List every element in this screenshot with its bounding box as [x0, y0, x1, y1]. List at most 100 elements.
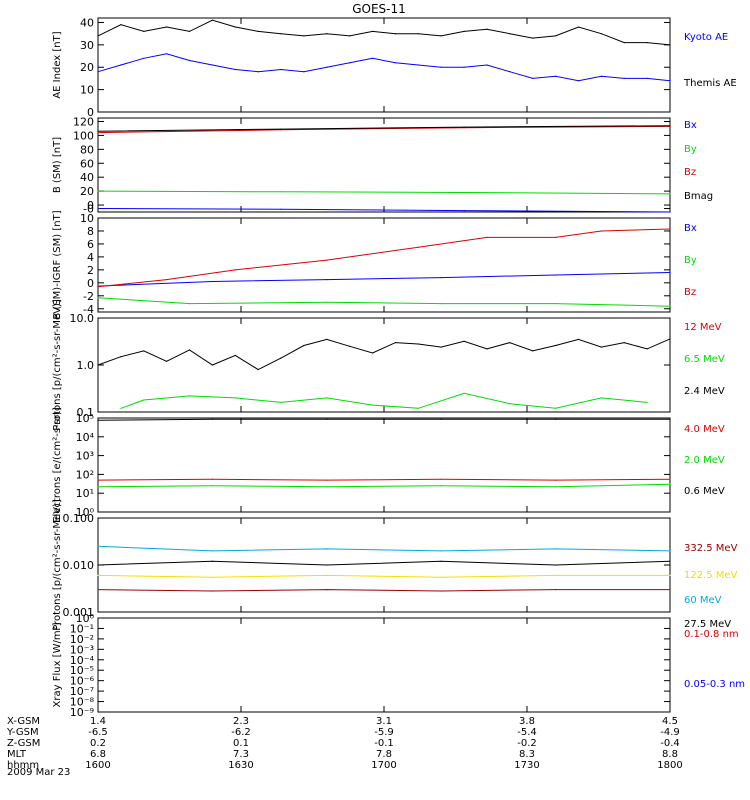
ephem-value: -0.4	[660, 738, 680, 749]
data-point	[280, 401, 282, 403]
ytick-label: 10²	[76, 468, 94, 481]
series-line	[97, 228, 671, 288]
data-point	[188, 395, 191, 397]
data-point	[555, 479, 557, 481]
data-point	[417, 64, 419, 66]
data-point	[326, 33, 328, 35]
data-point	[577, 26, 580, 28]
data-point	[280, 191, 282, 193]
data-point	[326, 564, 328, 566]
data-point	[440, 303, 442, 305]
data-point	[555, 274, 557, 276]
data-point	[394, 33, 396, 35]
ytick-label: 10³	[76, 450, 94, 463]
legend-label: 6.5 MeV	[684, 354, 725, 365]
ephem-value: 3.1	[376, 716, 392, 727]
legend-label: Bmag	[684, 191, 713, 202]
data-point	[166, 53, 168, 55]
data-point	[555, 564, 557, 566]
data-point	[555, 574, 557, 577]
series-line	[97, 589, 670, 592]
data-point	[669, 271, 671, 274]
data-point	[349, 345, 351, 347]
ytick-label: 10	[80, 212, 94, 225]
legend-label: 12 MeV	[684, 322, 722, 333]
panel-frame	[97, 317, 671, 413]
series-line	[97, 574, 670, 578]
ytick-label: 10⁵	[76, 412, 94, 425]
data-point	[600, 230, 603, 232]
data-point	[417, 33, 419, 35]
ephem-value: 6.8	[90, 749, 106, 760]
legend-label: 122.5 MeV	[684, 570, 738, 581]
ytick-label: 6	[87, 238, 94, 251]
legend-label: 2.4 MeV	[684, 386, 725, 397]
data-point	[97, 286, 99, 288]
data-point	[669, 418, 671, 420]
data-point	[669, 193, 671, 195]
data-point	[486, 236, 488, 238]
series-line	[97, 560, 671, 566]
data-point	[669, 44, 671, 46]
data-point	[326, 479, 328, 481]
ytick-label: 10.0	[70, 312, 95, 325]
data-point	[211, 485, 213, 487]
data-point	[440, 35, 442, 37]
data-point	[463, 191, 465, 194]
series-line	[97, 53, 671, 82]
series-line	[97, 418, 670, 421]
data-point	[234, 68, 236, 71]
data-point	[555, 589, 557, 591]
data-point	[532, 37, 534, 39]
data-point	[440, 576, 442, 578]
ephem-value: -6.2	[231, 727, 251, 738]
ytick-label: -2	[83, 290, 94, 303]
ytick-label: 10⁻⁵	[70, 664, 94, 677]
data-point	[440, 560, 442, 562]
data-point	[280, 128, 282, 130]
data-point	[143, 399, 145, 401]
data-point	[211, 590, 213, 592]
data-point	[188, 303, 191, 305]
ytick-label: 30	[80, 39, 94, 52]
data-point	[188, 59, 191, 62]
ytick-label: 10⁻⁸	[70, 696, 95, 709]
data-point	[166, 279, 168, 281]
data-point	[669, 589, 671, 591]
data-point	[669, 478, 671, 480]
data-point	[394, 62, 396, 64]
ephem-value: -4.9	[660, 727, 680, 738]
ephem-value: 8.8	[662, 749, 678, 760]
data-point	[257, 71, 259, 73]
ytick-label: 40	[80, 171, 94, 184]
data-point	[97, 574, 99, 577]
data-point	[669, 338, 671, 340]
ephem-row-label: Y-GSM	[6, 727, 39, 738]
data-point	[97, 130, 99, 132]
legend-label: 0.6 MeV	[684, 486, 725, 497]
data-point	[97, 71, 99, 73]
data-point	[509, 33, 511, 35]
data-point	[257, 369, 259, 371]
series-line	[97, 545, 671, 552]
ytick-label: 120	[73, 115, 94, 128]
data-point	[555, 236, 557, 238]
data-point	[669, 305, 671, 307]
data-point	[326, 574, 328, 577]
ytick-label: 1.0	[77, 359, 95, 372]
data-point	[143, 57, 145, 59]
legend-label: Bx	[684, 120, 697, 131]
ytick-label: 10⁻⁴	[70, 654, 95, 667]
ephem-value: 1600	[85, 760, 110, 771]
data-point	[600, 397, 603, 399]
data-point	[372, 352, 374, 354]
data-point	[280, 208, 282, 210]
data-point	[326, 259, 328, 261]
ytick-label: 20	[80, 61, 94, 74]
ephem-value: 3.8	[519, 716, 535, 727]
data-point	[166, 26, 168, 28]
ytick-label: 10⁻¹	[70, 622, 94, 635]
data-point	[463, 340, 465, 342]
